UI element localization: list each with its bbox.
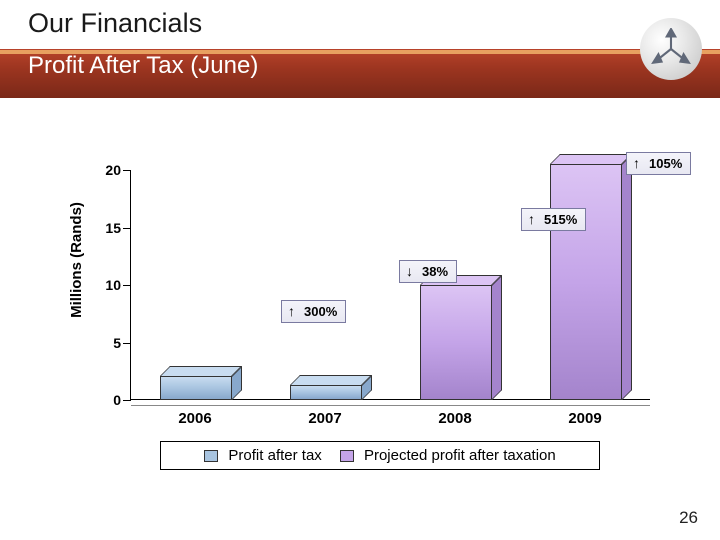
y-tick (123, 400, 131, 401)
y-tick-label: 0 (93, 392, 121, 408)
legend-label: Projected profit after taxation (364, 447, 556, 464)
y-tick-label: 5 (93, 335, 121, 351)
legend-swatch (204, 450, 218, 462)
legend-item: Projected profit after taxation (340, 447, 556, 464)
bar (290, 375, 372, 400)
y-tick-label: 20 (93, 162, 121, 178)
legend-swatch (340, 450, 354, 462)
arrow-down-icon (408, 265, 416, 279)
x-category-label: 2008 (405, 410, 505, 428)
arrow-up-icon (530, 213, 538, 227)
logo-3axis-icon (640, 18, 702, 80)
arrow-up-icon (635, 157, 643, 171)
annotation-text: 300% (304, 304, 337, 319)
growth-annotation: 515% (521, 208, 586, 231)
plot-area: 05101520300%38%515%105% (130, 170, 650, 400)
annotation-text: 38% (422, 264, 448, 279)
y-tick-label: 15 (93, 220, 121, 236)
y-tick (123, 170, 131, 171)
chart: Millions (Rands) 05101520300%38%515%105%… (60, 140, 660, 470)
annotation-text: 515% (544, 212, 577, 227)
legend: Profit after tax Projected profit after … (160, 441, 600, 470)
slide-title: Our Financials (28, 8, 202, 39)
x-category-label: 2009 (535, 410, 635, 428)
y-axis-label: Millions (Rands) (68, 202, 85, 318)
legend-item: Profit after tax (204, 447, 322, 464)
growth-annotation: 300% (281, 300, 346, 323)
arrow-up-icon (290, 305, 298, 319)
slide-subtitle: Profit After Tax (June) (28, 52, 258, 80)
x-category-label: 2007 (275, 410, 375, 428)
bar (420, 275, 502, 400)
page-number: 26 (679, 508, 698, 528)
y-tick (123, 285, 131, 286)
growth-annotation: 105% (626, 152, 691, 175)
bar (160, 366, 242, 400)
growth-annotation: 38% (399, 260, 457, 283)
y-tick (123, 228, 131, 229)
x-category-label: 2006 (145, 410, 245, 428)
y-tick-label: 10 (93, 277, 121, 293)
legend-label: Profit after tax (228, 447, 321, 464)
y-tick (123, 343, 131, 344)
bar (550, 154, 632, 400)
annotation-text: 105% (649, 156, 682, 171)
